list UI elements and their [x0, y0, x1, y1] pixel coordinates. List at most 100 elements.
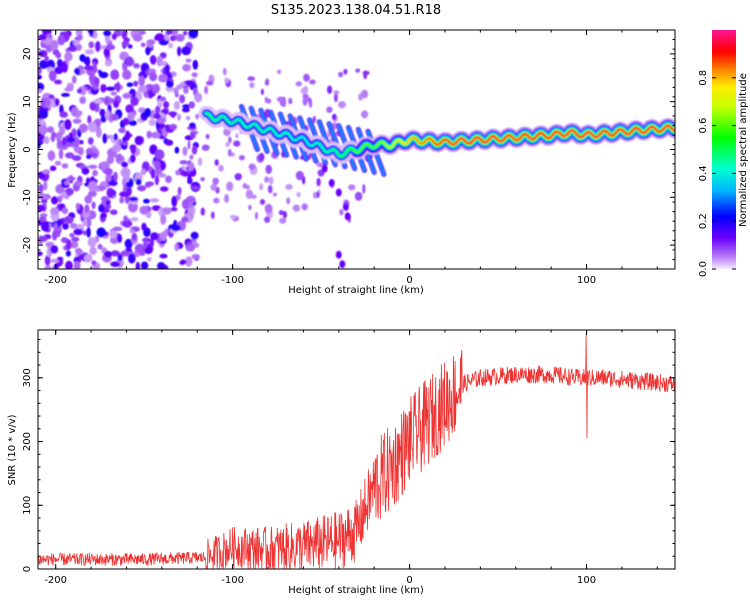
noise-blob [66, 141, 74, 147]
scatter-blob [264, 216, 271, 223]
scatter-blob [187, 207, 193, 215]
noise-blob [165, 139, 174, 146]
noise-blob [117, 233, 123, 243]
scatter-blob [292, 204, 301, 212]
noise-blob [109, 230, 118, 239]
noise-blob [120, 167, 131, 178]
scatter-blob [195, 113, 199, 120]
scatter-blob [205, 80, 214, 86]
noise-blob [146, 257, 152, 262]
noise-blob [64, 152, 75, 159]
noise-blob [99, 108, 106, 117]
noise-blob [130, 96, 139, 107]
scatter-blob [343, 68, 348, 75]
noise-blob [65, 239, 72, 250]
noise-blob [79, 86, 87, 96]
scatter-blob [282, 211, 287, 219]
noise-blob [190, 231, 199, 240]
noise-blob [143, 198, 150, 204]
x-tick-label: 0 [406, 275, 412, 286]
noise-blob [95, 127, 102, 138]
noise-blob [143, 239, 149, 249]
noise-blob [144, 108, 152, 118]
noise-blob [181, 171, 190, 177]
tail-blob [335, 188, 342, 197]
noise-blob [184, 256, 193, 267]
scatter-blob [268, 176, 274, 185]
scatter-blob [191, 145, 198, 155]
scatter-blob [279, 217, 287, 224]
noise-blob [50, 207, 59, 216]
scatter-blob [281, 98, 287, 108]
scatter-blob [245, 189, 254, 199]
tail-blob [328, 179, 335, 187]
scatter-blob [210, 183, 217, 191]
noise-blob [185, 58, 192, 63]
noise-blob [182, 104, 191, 109]
scatter-blob [265, 78, 270, 86]
noise-blob [170, 111, 176, 118]
noise-blob [159, 122, 165, 129]
noise-blob [134, 135, 144, 146]
noise-blob [149, 55, 157, 65]
noise-blob [97, 243, 103, 250]
noise-blob [149, 72, 158, 82]
noise-blob [65, 250, 71, 257]
noise-blob [123, 215, 128, 222]
scatter-blob [285, 184, 293, 190]
scatter-blob [354, 191, 363, 201]
colorbar: 0.0 0.2 0.4 0.6 0.8 Normalized spectral ampl… [698, 30, 749, 277]
noise-blob [160, 96, 167, 102]
noise-blob [71, 75, 77, 84]
noise-blob [188, 30, 199, 39]
noise-blob [140, 42, 146, 48]
noise-blob [62, 223, 69, 230]
noise-blob [137, 107, 146, 113]
x-tick-label: -100 [221, 575, 244, 586]
noise-blob [98, 71, 109, 79]
noise-blob [125, 130, 131, 141]
scatter-blob [188, 201, 193, 210]
noise-blob [64, 180, 70, 186]
noise-blob [92, 61, 97, 72]
noise-blob [84, 49, 95, 55]
scatter-blob [201, 144, 210, 151]
tail-blob [335, 250, 342, 259]
noise-blob [152, 83, 161, 94]
noise-blob [149, 237, 155, 248]
noise-blob [54, 98, 60, 107]
noise-blob [129, 154, 136, 163]
noise-blob [84, 56, 91, 67]
noise-blob [58, 149, 64, 160]
noise-blob [105, 44, 116, 51]
noise-blob [86, 226, 91, 238]
scatter-blob [265, 168, 271, 174]
noise-blob [83, 253, 93, 263]
noise-blob [140, 261, 149, 269]
noise-blob [122, 117, 130, 126]
colorbar-ticks: 0.0 0.2 0.4 0.6 0.8 [698, 70, 736, 277]
noise-blob [173, 100, 181, 110]
scatter-blob [200, 177, 205, 182]
scatter-blob [313, 191, 317, 199]
noise-blob [79, 54, 86, 62]
colorbar-tick-label: 0.8 [698, 70, 709, 86]
noise-blob [154, 160, 161, 171]
y-tick-label: 200 [22, 432, 33, 451]
noise-blob [54, 230, 61, 238]
noise-blob [61, 163, 69, 169]
noise-blob [103, 250, 112, 258]
y-tick-label: 10 [22, 95, 33, 108]
noise-blob [75, 202, 80, 210]
noise-blob [76, 88, 83, 94]
scatter-blob [277, 69, 282, 75]
noise-blob [109, 236, 119, 244]
colorbar-gradient [712, 30, 736, 269]
scatter-blob [229, 214, 237, 220]
noise-blob [69, 233, 75, 238]
noise-blob [145, 84, 155, 90]
noise-blob [61, 62, 68, 73]
noise-blob [187, 174, 192, 184]
scatter-blob [308, 98, 313, 109]
noise-blob [139, 251, 145, 256]
